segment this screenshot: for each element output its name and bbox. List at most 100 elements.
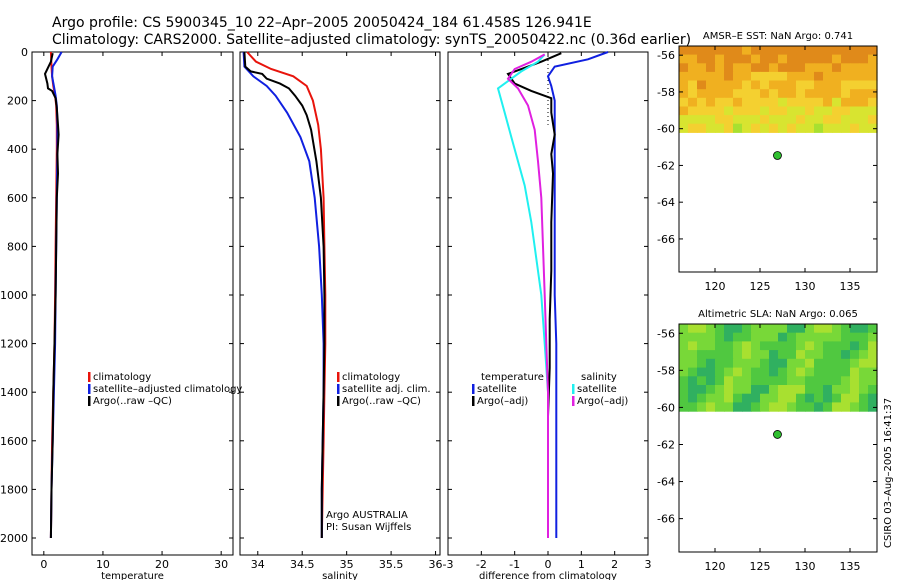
temperature-frame <box>31 51 234 556</box>
sla_map-field-cell <box>751 332 761 342</box>
sla_map-field-cell <box>679 376 689 386</box>
sst_map-field-cell <box>814 89 824 99</box>
sst_map-field-cell <box>850 97 860 107</box>
difference-xtick-label: -2 <box>476 558 487 571</box>
sst_map-field-cell <box>850 46 860 56</box>
sla_map-field-cell <box>859 350 869 360</box>
sst_map-field-cell <box>805 54 815 64</box>
sla_map-field-cell <box>868 393 878 403</box>
sla_map-field-cell <box>688 367 698 377</box>
sst_map-field-cell <box>742 89 752 99</box>
sst_map-field-cell <box>697 80 707 90</box>
sla_map-field-cell <box>859 393 869 403</box>
sst_map-field-cell <box>697 123 707 133</box>
sst_map-field-cell <box>859 80 869 90</box>
temperature-xtick-label: 30 <box>214 558 228 571</box>
sst_map-field-cell <box>769 80 779 90</box>
sla_map-field-cell <box>688 393 698 403</box>
sst_map-field-cell <box>823 63 833 73</box>
sst_map-field-cell <box>715 71 725 82</box>
sla_map-field-cell <box>859 367 869 377</box>
sst_map-field-cell <box>688 123 698 133</box>
sla_map-field-cell <box>832 385 842 395</box>
sla_map-field-cell <box>688 324 698 334</box>
sla_map-xtick-label: 130 <box>795 560 816 573</box>
sla_map-field-cell <box>697 324 707 334</box>
sst_map-field-cell <box>679 115 689 125</box>
sst_map-field-cell <box>841 63 851 73</box>
sst_map-field-cell <box>814 63 824 73</box>
sla_map-field-cell <box>679 385 689 395</box>
sla_map-field-cell <box>688 358 698 369</box>
temperature-ytick-label: 1800 <box>0 483 28 496</box>
sla_map-field-cell <box>715 402 725 412</box>
sla_map-field-cell <box>715 393 725 403</box>
sst_map-field-cell <box>688 97 698 107</box>
sst_map-field-cell <box>751 106 761 116</box>
sst_map-field-cell <box>796 106 806 116</box>
sst_map-field-cell <box>715 46 725 56</box>
sla_map-field-cell <box>805 350 815 360</box>
difference-temperature-legend-label: Argo(–adj) <box>477 396 528 407</box>
sla_map-field-cell <box>724 332 734 342</box>
sst_map-field-cell <box>769 115 779 125</box>
sst_map-field-cell <box>868 46 878 56</box>
temperature-xlabel: temperature <box>101 571 164 580</box>
sla_map-field-cell <box>787 402 797 412</box>
salinity-legend-label: Argo(..raw –QC) <box>342 396 421 407</box>
sla_map-field-cell <box>787 385 797 395</box>
sla_map-field-cell <box>715 376 725 386</box>
sst_map-field-cell <box>841 89 851 99</box>
sst_map-field-cell <box>796 54 806 64</box>
sla_map-field-cell <box>733 324 743 334</box>
sst_map-field-cell <box>742 46 752 56</box>
sla_map-field-cell <box>823 341 833 351</box>
sst_map-field-cell <box>751 71 761 82</box>
sla_map-ytick-label: -56 <box>657 327 675 340</box>
salinity-xtick-label: 34 <box>251 558 265 571</box>
salinity-legend-label: satellite adj. clim. <box>342 384 431 395</box>
sst_map-field-cell <box>760 63 770 73</box>
sst_map-field-cell <box>742 106 752 116</box>
sla_map-field-cell <box>760 350 770 360</box>
temperature-ytick-label: 200 <box>7 95 28 108</box>
sst_map-field-cell <box>841 71 851 82</box>
sla_map-field-cell <box>787 367 797 377</box>
difference-xtick-label: 0 <box>545 558 552 571</box>
sla_map-field-cell <box>841 332 851 342</box>
sla_map-field-cell <box>859 385 869 395</box>
sla_map-field-cell <box>742 393 752 403</box>
sst_map-field-cell <box>841 106 851 116</box>
sla_map-field-cell <box>778 341 788 351</box>
sla_map-field-cell <box>814 367 824 377</box>
sst_map-field-cell <box>706 123 716 133</box>
sla_map-field-cell <box>832 393 842 403</box>
sla_map-field-cell <box>859 358 869 369</box>
sst_map-field-cell <box>697 106 707 116</box>
sst_map-field-cell <box>823 97 833 107</box>
temperature-panel: 0 200 400 600 800 1000 1200 1400 1600 1800 2000 0 10… <box>0 46 242 580</box>
sst_map-field-cell <box>859 115 869 125</box>
sla_map-field-cell <box>733 393 743 403</box>
sst_map-field-cell <box>814 115 824 125</box>
sla_map-field-cell <box>778 393 788 403</box>
sst_map-field-cell <box>679 89 689 99</box>
sst_map-field-cell <box>751 97 761 107</box>
sla_map-field-cell <box>715 350 725 360</box>
sla_map-field-cell <box>724 341 734 351</box>
sla_map-field-cell <box>742 402 752 412</box>
sla_map-field-cell <box>742 385 752 395</box>
temperature-xtick-label: 0 <box>40 558 47 571</box>
sst_map-field-cell <box>787 63 797 73</box>
sst_map-field-cell <box>787 106 797 116</box>
sst_map-field-cell <box>850 123 860 133</box>
sla_map-field-cell <box>769 376 779 386</box>
sst_map-field-cell <box>697 97 707 107</box>
sst_map-field-cell <box>679 123 689 133</box>
sla_map-xtick-label: 125 <box>750 560 771 573</box>
sst_map-field-cell <box>868 123 878 133</box>
sst_map-field-cell <box>805 97 815 107</box>
sla_map-field-cell <box>796 367 806 377</box>
sst_map-field-cell <box>706 71 716 82</box>
sla_map-field-cell <box>841 324 851 334</box>
